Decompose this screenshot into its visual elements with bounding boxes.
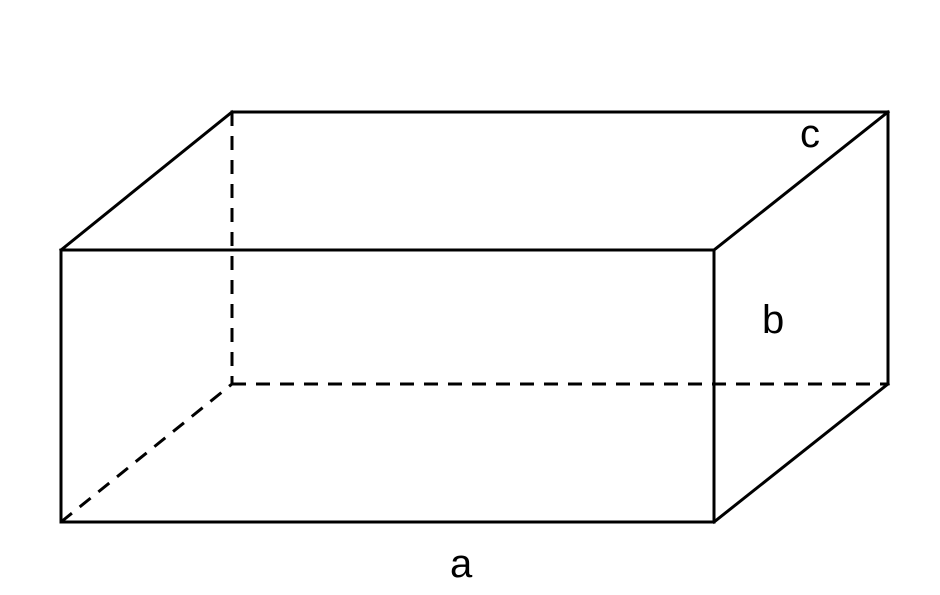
label-depth-c: c: [800, 112, 820, 157]
label-height-b: b: [762, 298, 784, 343]
cuboid-diagram: [0, 0, 940, 595]
label-width-a: a: [450, 542, 472, 587]
